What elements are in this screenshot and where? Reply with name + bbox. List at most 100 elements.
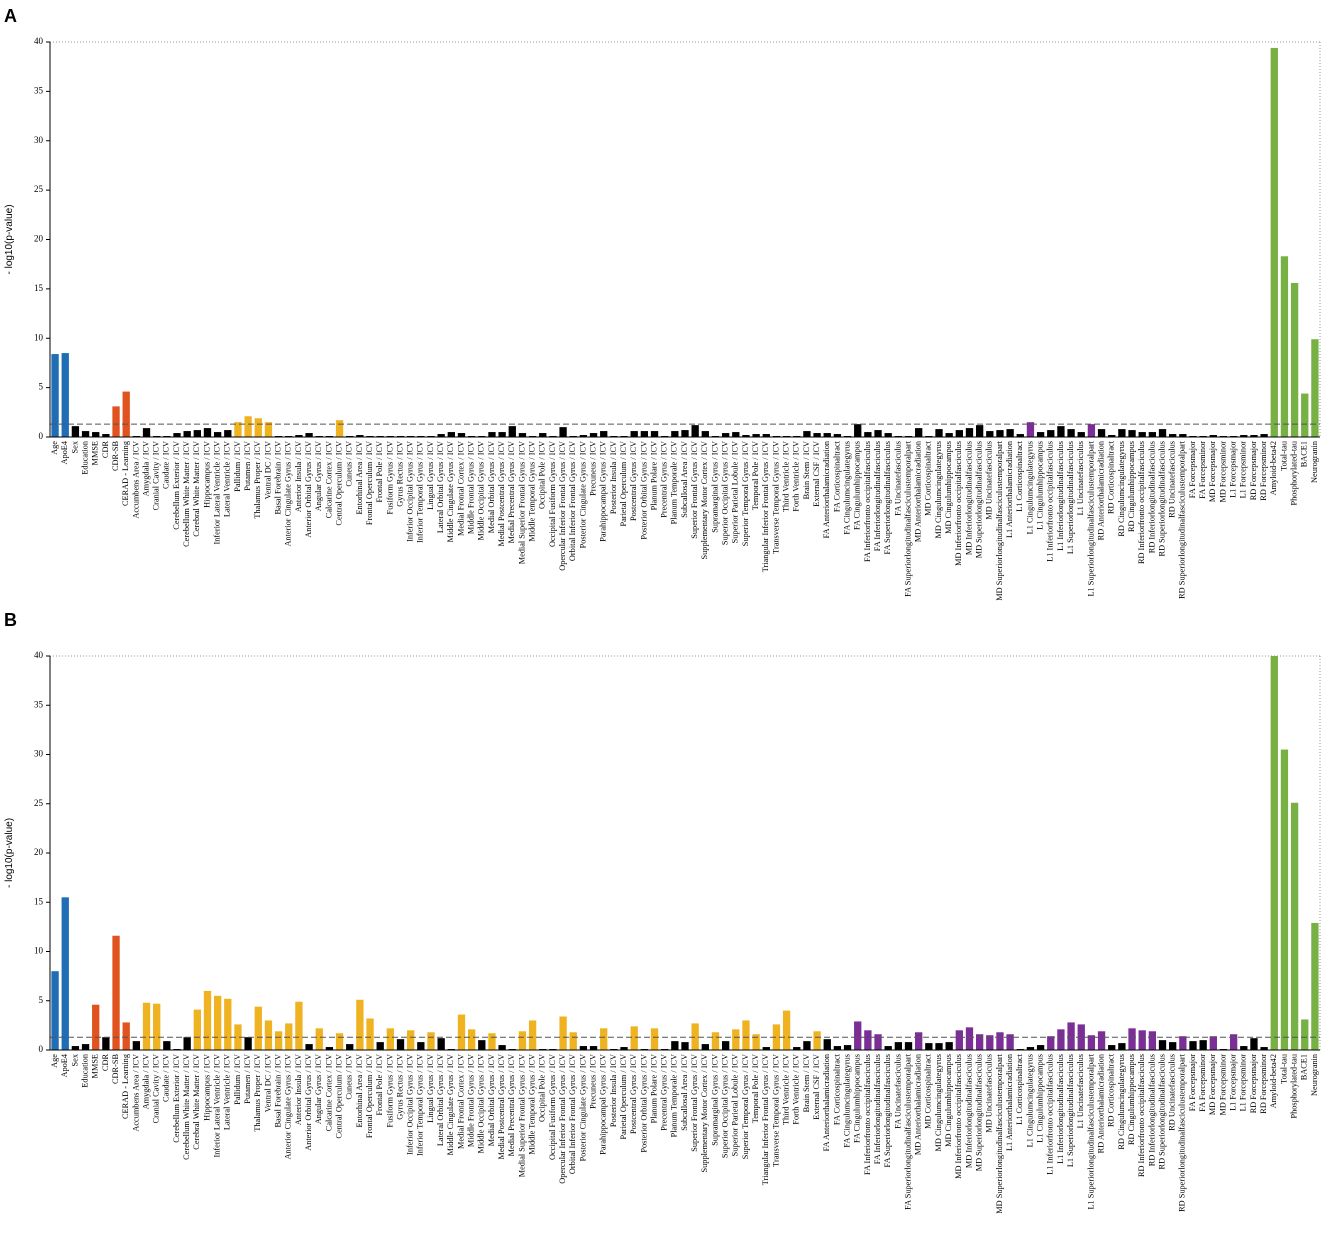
bar (417, 1042, 425, 1050)
x-tick-label: Cranial Cavity / ICV (152, 1054, 161, 1123)
x-tick-label: Amyloid-beta42 (1269, 1054, 1278, 1108)
x-tick-label: Calcarine Cortex / ICV (324, 1054, 333, 1131)
x-tick-label: Occipital Fusiform Gyrus / ICV (548, 441, 557, 547)
x-tick-label: Planum Polare / ICV (649, 441, 658, 510)
bar (295, 1001, 303, 1050)
bar (915, 428, 923, 437)
bar (1311, 922, 1319, 1050)
x-tick-label: MD Forcepsminor (1218, 441, 1227, 503)
x-tick-label: Superior Frontal Gyrus / ICV (690, 441, 699, 539)
x-tick-label: Middle Frontal Gyrus / ICV (467, 441, 476, 534)
bar (874, 1034, 882, 1050)
x-tick-label: Medial Precentral Gyrus / ICV (507, 441, 516, 543)
x-tick-label: Cerebral White Matter / ICV (192, 441, 201, 537)
x-tick-label: FA Anteriorthalamicradiation (822, 1053, 831, 1151)
x-tick-label: Cuneus / ICV (345, 441, 354, 487)
bar (264, 422, 273, 437)
x-tick-label: MD Inferiorfronto occipitalfasciculus (954, 441, 963, 566)
x-tick-label: L1 Cingulumhippocampus (1036, 1054, 1045, 1143)
x-tick-label: Precentral Gyrus / ICV (660, 441, 669, 518)
x-tick-label: Age (50, 441, 59, 455)
bar (234, 422, 242, 437)
bar (295, 435, 303, 437)
x-tick-label: BACE1 (1300, 441, 1309, 467)
x-tick-label: L1 Uncinatefasciculus (1076, 441, 1085, 515)
x-tick-label: CDR (101, 441, 110, 459)
bar (579, 1046, 588, 1050)
x-tick-label: Middle Temporal Gyrus / ICV (528, 441, 537, 542)
bar (437, 1038, 445, 1050)
y-tick-label: 5 (39, 995, 44, 1005)
bar (1026, 422, 1035, 437)
x-tick-label: Medial Postcentral Gyrus / ICV (497, 441, 506, 547)
x-tick-label: Lateral Ventricle / ICV (223, 1054, 232, 1130)
bar (904, 1042, 913, 1050)
bar (1229, 1034, 1238, 1050)
bar (671, 431, 679, 437)
x-tick-label: Inferior Lateral Ventricle / ICV (213, 441, 222, 545)
bar (213, 432, 222, 437)
x-tick-label: L1 Anteriorthalamicradiation (1005, 440, 1014, 538)
x-tick-label: Sex (70, 440, 79, 453)
bar (1270, 47, 1278, 438)
bar (1290, 282, 1299, 437)
bar (600, 431, 608, 437)
x-tick-label: FA Anteriorthalamicradiation (822, 440, 831, 538)
x-tick-label: CERAD - Learning (121, 441, 130, 506)
x-tick-label: Occipital Pole / ICV (538, 1054, 547, 1122)
bar (752, 1034, 760, 1050)
x-tick-label: Cerebellum White Matter / ICV (182, 1054, 191, 1160)
bar (935, 429, 943, 437)
x-tick-label: Inferior Lateral Ventricle / ICV (213, 1054, 222, 1158)
bar (965, 428, 974, 437)
bar (630, 1026, 638, 1050)
x-tick-label: Anterior Cingulate Gyrus / ICV (284, 441, 293, 547)
x-tick-label: Fusiform Gyrus / ICV (385, 441, 394, 515)
bar (1118, 429, 1126, 437)
bar (833, 434, 842, 437)
x-tick-label: Middle Frontal Gyrus / ICV (467, 1054, 476, 1147)
bar (823, 433, 831, 437)
bar (183, 431, 191, 437)
bar (478, 1040, 486, 1050)
x-tick-label: Occipital Fusiform Gyrus / ICV (548, 1054, 557, 1160)
x-tick-label: Postcentral Gyrus / ICV (629, 1054, 638, 1134)
x-tick-label: Superior Parietal Lobule / ICV (731, 1054, 740, 1156)
bar (955, 1030, 963, 1050)
x-tick-label: ApoE4 (60, 1053, 69, 1077)
bar (153, 1003, 161, 1050)
bar (620, 1047, 628, 1050)
bar (1240, 1046, 1248, 1050)
x-tick-label: Basal Forebrain / ICV (274, 1054, 283, 1128)
x-tick-label: Superior Frontal Gyrus / ICV (690, 1054, 699, 1152)
x-tick-label: Supramarginal Gyrus / ICV (710, 1054, 719, 1146)
bar (600, 1028, 608, 1050)
x-tick-label: Medial Frontal Cortex / ICV (456, 441, 465, 536)
bar (732, 1029, 740, 1050)
x-tick-label: Medial Superior Frontal Gyrus / ICV (517, 1054, 526, 1177)
x-tick-label: MD Cingulumcingulategyrus (934, 441, 943, 538)
x-tick-label: Sex (70, 1053, 79, 1066)
bar (1138, 1030, 1146, 1050)
bar (71, 426, 80, 437)
y-tick-label: 20 (34, 847, 44, 857)
x-tick-label: Precuneus / ICV (588, 1054, 597, 1109)
bar (691, 1023, 699, 1050)
x-tick-label: Education (80, 1053, 89, 1087)
x-tick-label: L1 Anteriorthalamicradiation (1005, 1053, 1014, 1151)
x-tick-label: Medial Orbital Gyrus / ICV (487, 441, 496, 533)
x-tick-label: L1 Superiorlongitudinalfasciculustempora… (1086, 1053, 1095, 1209)
bar (1280, 749, 1289, 1050)
x-tick-label: Cerebellum Exterior / ICV (172, 441, 181, 530)
bar (112, 935, 120, 1050)
x-tick-label: RD Forcepsminor (1259, 441, 1268, 501)
y-tick-label: 40 (34, 36, 44, 46)
bar (193, 430, 201, 437)
bar (1138, 432, 1146, 437)
x-tick-label: Lateral Ventricle / ICV (223, 441, 232, 517)
x-tick-label: FA Cingulumcingulategyrus (842, 1054, 851, 1148)
x-tick-label: RD Corticospinaltract (1107, 1053, 1116, 1127)
bar (142, 428, 151, 437)
x-tick-label: L1 Inferiorfronto occipitalfasciculus (1046, 441, 1055, 562)
bar (803, 1041, 811, 1050)
